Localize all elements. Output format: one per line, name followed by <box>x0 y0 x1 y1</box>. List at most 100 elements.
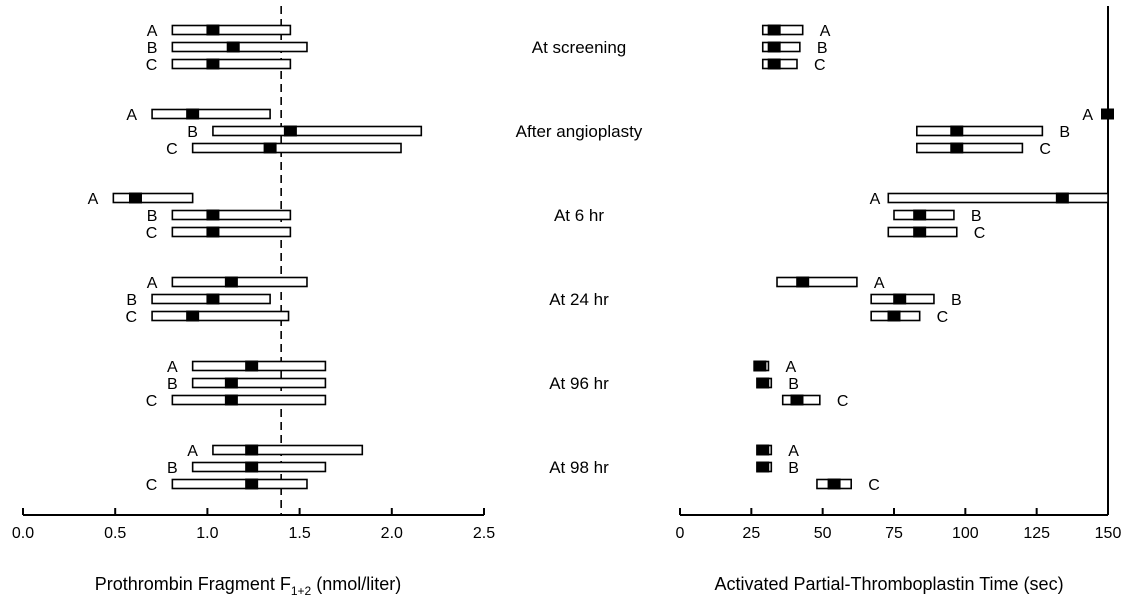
left-median-marker <box>206 58 220 70</box>
timepoint-labels: At screening After angioplasty At 6 hr At 2… <box>516 38 643 477</box>
right-row-label: A <box>785 359 796 376</box>
right-x-axis-title: Activated Partial-Thromboplastin Time (s… <box>714 574 1063 594</box>
left-row-label: A <box>88 191 99 208</box>
left-row-label: B <box>147 208 158 225</box>
left-range-bar <box>191 461 327 473</box>
left-range-bar <box>151 108 271 120</box>
left-median-marker <box>245 478 259 490</box>
left-row-label: B <box>167 460 178 477</box>
right-x-tick-label: 25 <box>742 525 760 542</box>
left-range-bar <box>171 209 292 221</box>
left-median-marker <box>224 276 238 288</box>
left-range-bar <box>171 394 327 406</box>
right-row-label: C <box>974 225 986 242</box>
right-median-marker <box>887 310 901 322</box>
right-median-marker <box>1055 192 1069 204</box>
right-median-marker <box>767 41 781 53</box>
left-x-tick-label: 2.5 <box>473 525 495 542</box>
right-row-label: C <box>937 309 949 326</box>
left-median-marker <box>224 394 238 406</box>
left-row-label: B <box>167 376 178 393</box>
right-row-label: C <box>1039 141 1051 158</box>
left-range-bar <box>151 310 290 322</box>
left-median-marker <box>245 461 259 473</box>
left-range-bar <box>171 226 292 238</box>
right-range-bar <box>916 125 1044 137</box>
right-median-marker <box>893 293 907 305</box>
right-x-tick-label: 150 <box>1095 525 1122 542</box>
left-range-bar <box>171 478 308 490</box>
left-range-bar <box>171 58 292 70</box>
left-median-marker <box>283 125 297 137</box>
right-row-label: B <box>951 292 962 309</box>
right-row-label: A <box>870 191 881 208</box>
right-x-tick-label: 125 <box>1023 525 1050 542</box>
left-row-label: A <box>147 275 158 292</box>
right-x-tick-label: 0 <box>676 525 685 542</box>
left-median-marker <box>206 24 220 36</box>
right-row-label: B <box>788 376 799 393</box>
left-median-marker <box>128 192 142 204</box>
left-median-marker <box>224 377 238 389</box>
left-median-marker <box>263 142 277 154</box>
left-row-label: A <box>167 359 178 376</box>
left-range-bar <box>112 192 194 204</box>
left-x-axis-title: Prothrombin Fragment F1+2 (nmol/liter) <box>95 574 401 595</box>
right-row-label: B <box>971 208 982 225</box>
right-median-marker <box>913 226 927 238</box>
right-median-marker <box>756 377 770 389</box>
left-x-tick-label: 0.0 <box>12 525 34 542</box>
right-row-label: B <box>817 40 828 57</box>
left-x-tick-label: 0.5 <box>104 525 126 542</box>
left-median-marker <box>245 360 259 372</box>
right-row-label: C <box>837 393 849 410</box>
right-row-label: C <box>814 57 826 74</box>
left-row-label: C <box>146 393 158 410</box>
right-range-bar <box>761 24 804 36</box>
left-row-label: B <box>147 40 158 57</box>
timepoint-label: At 96 hr <box>549 374 609 393</box>
right-median-marker <box>756 461 770 473</box>
left-range-bar <box>191 360 327 372</box>
right-row-label: A <box>1082 107 1093 124</box>
left-row-label: B <box>187 124 198 141</box>
left-median-marker <box>226 41 240 53</box>
right-median-marker <box>796 276 810 288</box>
right-row-label: B <box>1059 124 1070 141</box>
left-x-tick-label: 1.0 <box>196 525 218 542</box>
right-range-bar <box>761 41 801 53</box>
right-range-bar <box>776 276 858 288</box>
timepoint-label: At screening <box>532 38 627 57</box>
right-median-marker <box>950 142 964 154</box>
right-x-tick-label: 50 <box>814 525 832 542</box>
right-x-tick-label: 100 <box>952 525 979 542</box>
left-range-bar <box>212 125 423 137</box>
right-x-tick-label: 75 <box>885 525 903 542</box>
right-row-label: A <box>874 275 885 292</box>
left-range-bar <box>191 142 402 154</box>
right-median-marker <box>767 58 781 70</box>
right-median-marker <box>827 478 841 490</box>
left-row-label: C <box>146 225 158 242</box>
left-x-tick-label: 2.0 <box>381 525 403 542</box>
left-median-marker <box>206 293 220 305</box>
right-median-marker <box>790 394 804 406</box>
right-row-label: A <box>820 23 831 40</box>
right-row-label: C <box>868 477 880 494</box>
right-median-marker <box>913 209 927 221</box>
left-range-bar <box>212 444 364 456</box>
left-row-label: C <box>166 141 178 158</box>
left-row-label: C <box>146 57 158 74</box>
left-row-label: C <box>126 309 138 326</box>
right-row-label: A <box>788 443 799 460</box>
left-median-marker <box>206 209 220 221</box>
left-row-label: A <box>187 443 198 460</box>
right-range-bar <box>916 142 1024 154</box>
right-median-marker <box>753 360 767 372</box>
right-median-marker <box>1101 108 1114 120</box>
timepoint-label: At 24 hr <box>549 290 609 309</box>
left-median-marker <box>206 226 220 238</box>
right-median-marker <box>767 24 781 36</box>
